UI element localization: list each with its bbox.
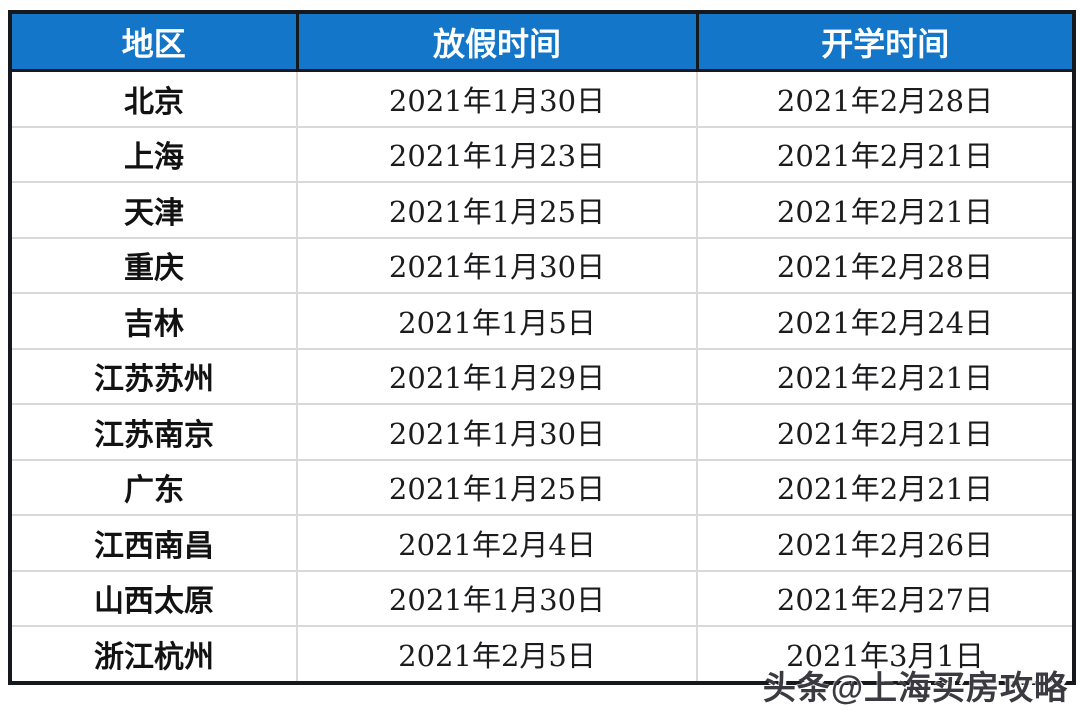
table-row: 上海 2021年1月23日 2021年2月21日 — [9, 125, 1075, 183]
table-row: 浙江杭州 2021年2月5日 2021年3月1日 — [9, 625, 1075, 684]
school-start-cell: 2021年3月1日 — [696, 625, 1075, 684]
table-row: 江西南昌 2021年2月4日 2021年2月26日 — [9, 514, 1075, 572]
holiday-date-cell: 2021年1月25日 — [296, 458, 698, 516]
table-row: 吉林 2021年1月5日 2021年2月24日 — [9, 292, 1075, 350]
school-start-cell: 2021年2月28日 — [696, 236, 1075, 294]
region-cell: 广东 — [9, 458, 298, 516]
region-cell: 江苏苏州 — [9, 347, 298, 405]
table-row: 广东 2021年1月25日 2021年2月21日 — [9, 458, 1075, 516]
region-cell: 上海 — [9, 125, 298, 183]
table-row: 天津 2021年1月25日 2021年2月21日 — [9, 181, 1075, 239]
region-cell: 重庆 — [9, 236, 298, 294]
holiday-date-cell: 2021年1月30日 — [296, 236, 698, 294]
school-start-cell: 2021年2月26日 — [696, 514, 1075, 572]
table-row: 江苏南京 2021年1月30日 2021年2月21日 — [9, 403, 1075, 461]
holiday-date-cell: 2021年1月5日 — [296, 292, 698, 350]
school-start-cell: 2021年2月21日 — [696, 181, 1075, 239]
column-header-region: 地区 — [8, 10, 299, 72]
holiday-date-cell: 2021年1月30日 — [296, 69, 698, 128]
table-row: 江苏苏州 2021年1月29日 2021年2月21日 — [9, 347, 1075, 405]
column-header-holiday-date: 放假时间 — [295, 10, 699, 72]
table-row: 山西太原 2021年1月30日 2021年2月27日 — [9, 569, 1075, 627]
region-cell: 天津 — [9, 181, 298, 239]
watermark: 头条@上海买房攻略 — [762, 669, 1068, 706]
school-start-cell: 2021年2月21日 — [696, 458, 1075, 516]
school-start-cell: 2021年2月27日 — [696, 569, 1075, 627]
holiday-date-cell: 2021年1月23日 — [296, 125, 698, 183]
region-cell: 江西南昌 — [9, 514, 298, 572]
holiday-date-cell: 2021年1月30日 — [296, 403, 698, 461]
school-start-cell: 2021年2月21日 — [696, 403, 1075, 461]
school-start-cell: 2021年2月28日 — [696, 69, 1075, 128]
holiday-date-cell: 2021年1月29日 — [296, 347, 698, 405]
region-cell: 江苏南京 — [9, 403, 298, 461]
table-row: 北京 2021年1月30日 2021年2月28日 — [9, 69, 1075, 128]
school-start-cell: 2021年2月24日 — [696, 292, 1075, 350]
holiday-date-cell: 2021年2月5日 — [296, 625, 698, 684]
column-header-school-start-date: 开学时间 — [695, 10, 1076, 72]
table-row: 重庆 2021年1月30日 2021年2月28日 — [9, 236, 1075, 294]
region-cell: 山西太原 — [9, 569, 298, 627]
school-start-cell: 2021年2月21日 — [696, 347, 1075, 405]
school-start-cell: 2021年2月21日 — [696, 125, 1075, 183]
holiday-schedule-table: 地区 放假时间 开学时间 北京 2021年1月30日 2021年2月28日 上海… — [8, 10, 1076, 685]
region-cell: 浙江杭州 — [9, 625, 298, 684]
holiday-date-cell: 2021年1月25日 — [296, 181, 698, 239]
region-cell: 吉林 — [9, 292, 298, 350]
holiday-date-cell: 2021年2月4日 — [296, 514, 698, 572]
holiday-date-cell: 2021年1月30日 — [296, 569, 698, 627]
region-cell: 北京 — [9, 69, 298, 128]
header-row: 地区 放假时间 开学时间 — [8, 10, 1076, 72]
